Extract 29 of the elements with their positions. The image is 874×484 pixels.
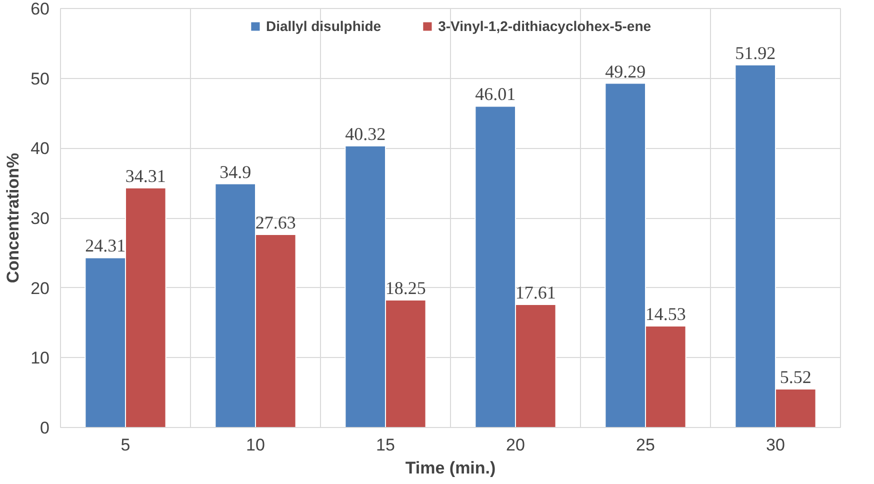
legend-label: Diallyl disulphide — [266, 18, 382, 34]
x-tick-label: 25 — [636, 436, 655, 454]
data-label: 49.29 — [605, 61, 646, 82]
y-tick-label: 0 — [40, 418, 50, 438]
data-label: 34.31 — [125, 166, 166, 186]
data-label: 46.01 — [475, 84, 516, 104]
y-tick-label: 40 — [30, 139, 50, 158]
legend-label: 3-Vinyl-1,2-dithiacyclohex-5-ene — [438, 18, 652, 34]
y-tick-label: 20 — [30, 278, 50, 298]
y-tick-label: 10 — [30, 348, 50, 368]
data-label: 24.31 — [85, 236, 126, 256]
x-tick-label: 15 — [376, 436, 395, 454]
x-tick-label: 10 — [246, 436, 265, 454]
data-label: 17.61 — [515, 282, 556, 303]
data-label: 34.9 — [220, 162, 252, 182]
data-label: 5.52 — [780, 366, 812, 387]
data-label: 40.32 — [345, 124, 386, 144]
x-axis-title: Time (min.) — [405, 458, 496, 478]
data-label: 14.53 — [645, 304, 686, 324]
x-tick-label: 5 — [120, 436, 130, 454]
y-tick-label: 50 — [30, 69, 50, 88]
data-label: 51.92 — [735, 42, 776, 63]
x-tick-label: 20 — [506, 436, 525, 454]
y-tick-label: 60 — [30, 0, 50, 18]
y-axis-title: Concentration% — [4, 152, 23, 284]
x-tick-label: 30 — [766, 436, 785, 454]
data-label: 27.63 — [255, 212, 296, 233]
data-label: 18.25 — [385, 278, 426, 298]
y-tick-label: 30 — [30, 209, 50, 228]
